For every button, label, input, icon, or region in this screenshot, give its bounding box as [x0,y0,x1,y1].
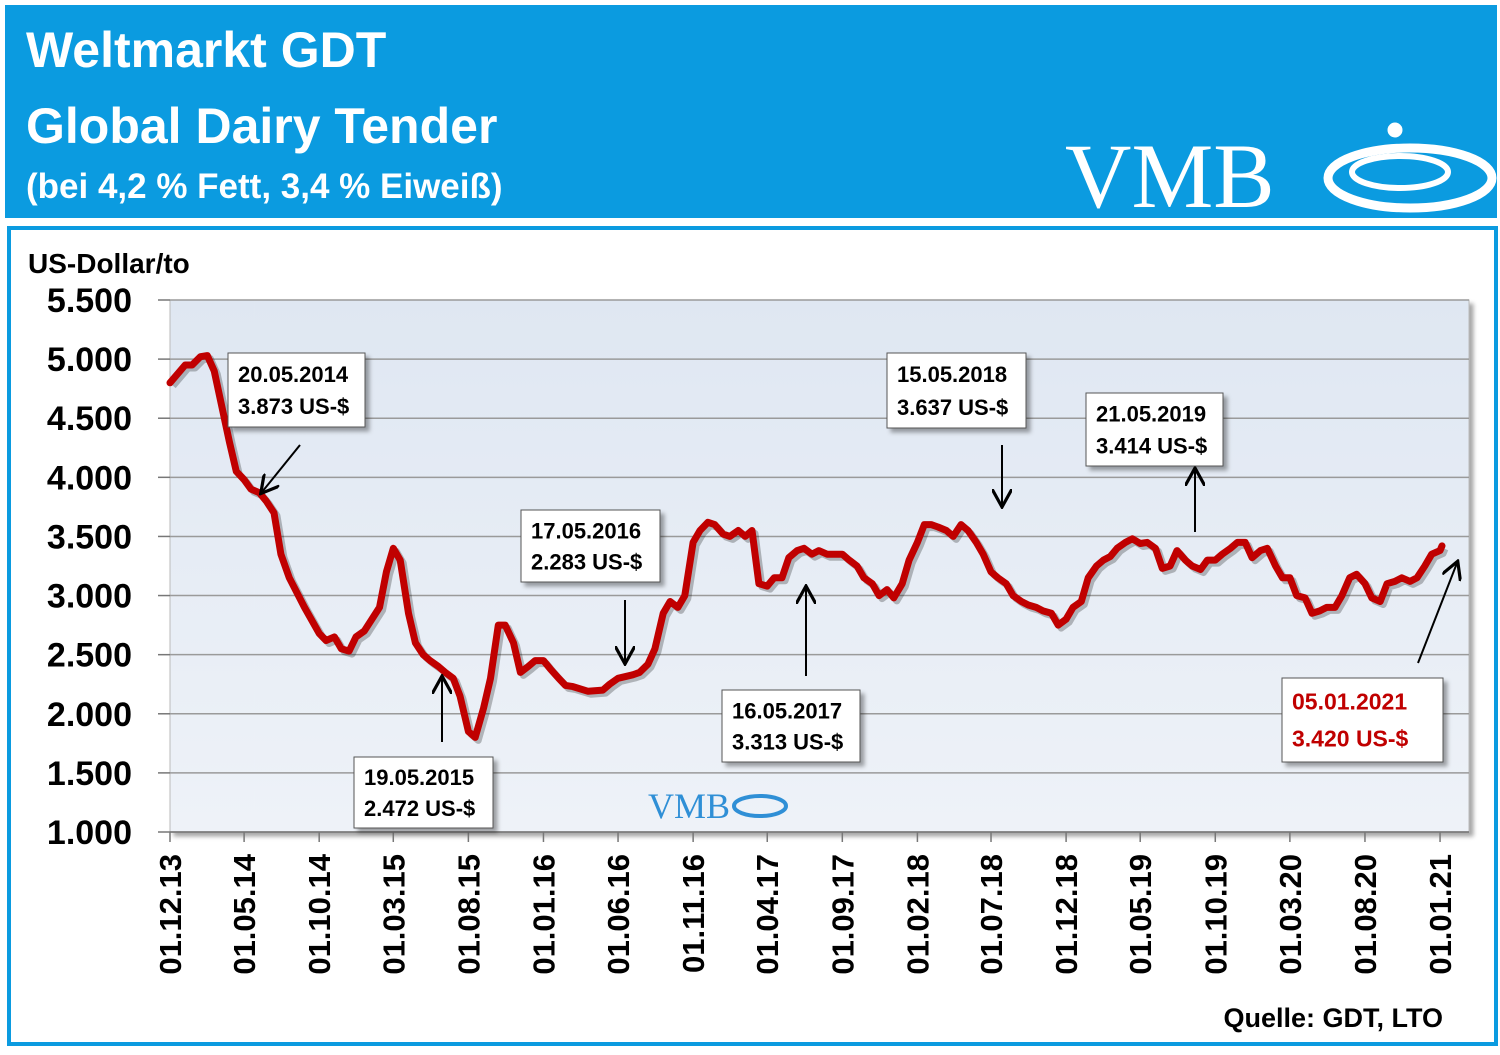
x-tick-label: 01.11.16 [676,854,711,973]
annotation-box [520,509,661,583]
y-tick-label: 2.000 [47,696,132,734]
y-axis-label: US-Dollar/to [28,248,190,279]
source: Quelle: GDT, LTO [1223,1003,1443,1033]
y-tick-label: 3.500 [47,518,132,556]
x-tick-label: 01.10.14 [302,853,337,974]
annotation-box [1085,392,1224,467]
x-tick-label: 01.12.18 [1049,854,1084,975]
x-tick-label: 01.12.13 [153,854,188,975]
annotation-text: 2.283 US-$ [531,550,642,575]
x-tick-label: 01.01.21 [1423,854,1458,975]
annotation-text: 3.420 US-$ [1292,725,1409,751]
x-tick-label: 01.02.18 [900,854,935,975]
x-tick-label: 01.01.16 [526,854,561,975]
y-tick-label: 1.000 [47,814,132,852]
logo: VMB [1065,125,1275,227]
annotation-text: 2.472 US-$ [364,796,475,821]
watermark: VMB [648,786,730,826]
x-tick-label: 01.04.17 [750,854,785,975]
x-tick-label: 01.05.19 [1123,854,1158,975]
annotation-text: 3.637 US-$ [897,395,1008,420]
annotation-arrow [262,444,301,492]
x-tick-label: 01.10.19 [1198,854,1233,975]
price-line [166,352,1446,741]
annotation-box [721,689,861,763]
x-tick-label: 01.08.20 [1348,854,1383,975]
annotation-text: 3.873 US-$ [238,394,349,419]
y-tick-label: 5.000 [47,341,132,379]
y-tick-label: 1.500 [47,755,132,793]
title: Global Dairy Tender [26,98,497,154]
subtitle: (bei 4,2 % Fett, 3,4 % Eiweiß) [26,167,503,206]
x-tick-label: 01.07.18 [974,854,1009,975]
annotation-box [1281,677,1444,763]
title: Weltmarkt GDT [26,22,386,78]
x-tick-label: 01.03.20 [1273,854,1308,975]
annotation-box [353,756,494,829]
annotation-arrow [1417,563,1457,664]
annotation-text: 21.05.2019 [1096,402,1206,427]
x-tick-label: 01.03.15 [376,854,411,975]
annotation-text: 15.05.2018 [897,362,1007,387]
x-tick-label: 01.05.14 [227,853,262,974]
logo-mark [1323,122,1497,213]
watermark-mark [732,794,788,818]
annotation-text: 3.414 US-$ [1096,433,1207,458]
y-tick-label: 4.500 [47,400,132,438]
x-tick-label: 01.08.15 [451,854,486,975]
annotation-box [886,352,1027,429]
annotation-box [227,352,366,428]
annotation-text: 3.313 US-$ [732,730,843,755]
y-tick-label: 3.000 [47,578,132,616]
header-band [5,5,1497,218]
y-tick-label: 5.500 [47,282,132,320]
annotation-text: 20.05.2014 [238,362,349,387]
annotation-text: 17.05.2016 [531,518,641,543]
annotation-text: 16.05.2017 [732,698,842,723]
x-tick-label: 01.09.17 [825,854,860,975]
x-tick-label: 01.06.16 [601,854,636,975]
y-tick-label: 4.000 [47,459,132,497]
annotation-text: 19.05.2015 [364,765,474,790]
y-tick-label: 2.500 [47,637,132,675]
annotation-text: 05.01.2021 [1292,689,1407,715]
